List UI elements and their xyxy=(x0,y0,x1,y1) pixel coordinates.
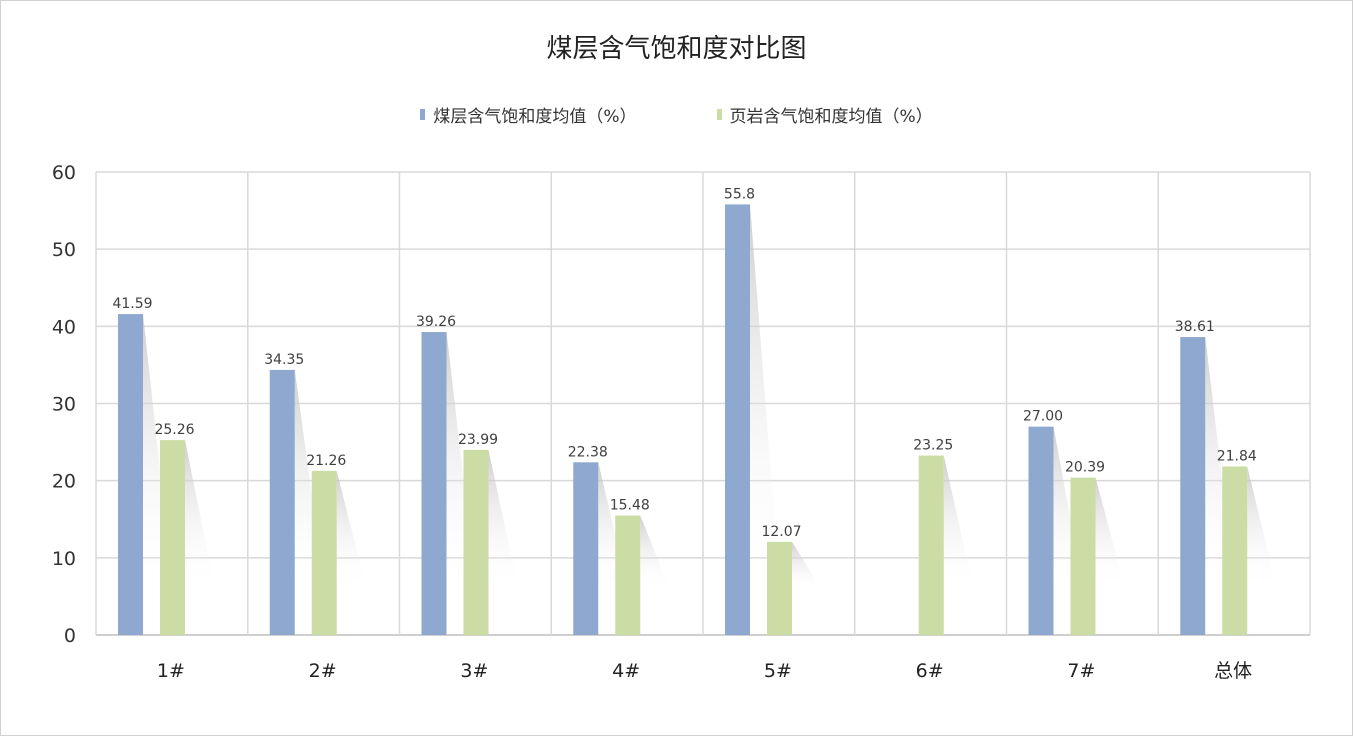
x-tick-label: 4# xyxy=(612,660,640,682)
data-label: 34.35 xyxy=(264,352,304,368)
x-tick-label: 6# xyxy=(916,660,944,682)
legend-item-shale[interactable]: 页岩含气饱和度均值（%） xyxy=(716,102,933,127)
legend-swatch-coal xyxy=(420,109,426,120)
bar-shadow xyxy=(750,204,780,590)
data-label: 23.25 xyxy=(913,438,953,454)
data-label: 12.07 xyxy=(761,524,801,540)
legend-item-coal[interactable]: 煤层含气饱和度均值（%） xyxy=(420,102,637,127)
bar-shadow xyxy=(336,470,367,590)
bar-shadow xyxy=(640,515,671,590)
data-label: 39.26 xyxy=(416,314,456,330)
bar-shadow xyxy=(792,541,822,590)
bar-shale xyxy=(767,541,792,635)
bar-coal xyxy=(725,204,750,635)
legend-swatch-shale xyxy=(716,109,722,120)
data-label: 15.48 xyxy=(610,498,650,514)
bar-shale xyxy=(918,455,944,635)
data-label: 25.26 xyxy=(154,422,194,438)
data-label: 21.84 xyxy=(1217,448,1257,464)
bar-shale xyxy=(160,440,185,635)
y-tick-label: 0 xyxy=(64,625,76,647)
data-label: 22.38 xyxy=(568,444,608,460)
y-tick-label: 40 xyxy=(52,316,76,338)
bar-shale xyxy=(1222,466,1248,635)
data-label: 55.8 xyxy=(724,186,755,202)
bar-coal xyxy=(1028,426,1054,635)
data-label: 21.26 xyxy=(306,453,346,469)
bar-shadow xyxy=(488,449,519,590)
x-tick-label: 1# xyxy=(157,660,185,682)
bar-shale xyxy=(463,449,489,635)
x-tick-label: 总体 xyxy=(1214,660,1252,682)
y-tick-label: 60 xyxy=(52,162,76,184)
y-tick-label: 30 xyxy=(52,394,76,416)
data-label: 41.59 xyxy=(112,296,152,312)
bar-shale xyxy=(1070,477,1096,635)
legend-label-coal: 煤层含气饱和度均值（%） xyxy=(433,107,637,127)
legend-label-shale: 页岩含气饱和度均值（%） xyxy=(729,107,933,127)
x-tick-label: 7# xyxy=(1067,660,1095,682)
data-label: 38.61 xyxy=(1175,319,1215,335)
bar-shadow xyxy=(943,455,974,590)
x-tick-label: 2# xyxy=(309,660,337,682)
bar-shadow xyxy=(1095,477,1126,590)
bar-shale xyxy=(311,470,337,635)
bar-shadow xyxy=(185,440,215,590)
bar-coal xyxy=(118,314,143,635)
bar-coal xyxy=(573,462,599,635)
chart-title: 煤层含气饱和度对比图 xyxy=(546,34,807,64)
x-tick-label: 5# xyxy=(764,660,792,682)
y-tick-label: 10 xyxy=(52,548,76,570)
y-tick-label: 20 xyxy=(52,471,76,493)
bar-coal xyxy=(269,369,295,635)
data-label: 23.99 xyxy=(458,432,498,448)
bar-shadow xyxy=(1053,426,1084,590)
y-tick-label: 50 xyxy=(52,239,76,261)
data-label: 27.00 xyxy=(1023,409,1063,425)
data-label: 20.39 xyxy=(1065,460,1105,476)
bar-shale xyxy=(615,515,641,635)
x-tick-label: 3# xyxy=(460,660,488,682)
bar-shadow xyxy=(1247,466,1278,590)
legend: 煤层含气饱和度均值（%） 页岩含气饱和度均值（%） xyxy=(0,102,1353,127)
bar-coal xyxy=(421,332,447,635)
bar-coal xyxy=(1180,337,1206,635)
